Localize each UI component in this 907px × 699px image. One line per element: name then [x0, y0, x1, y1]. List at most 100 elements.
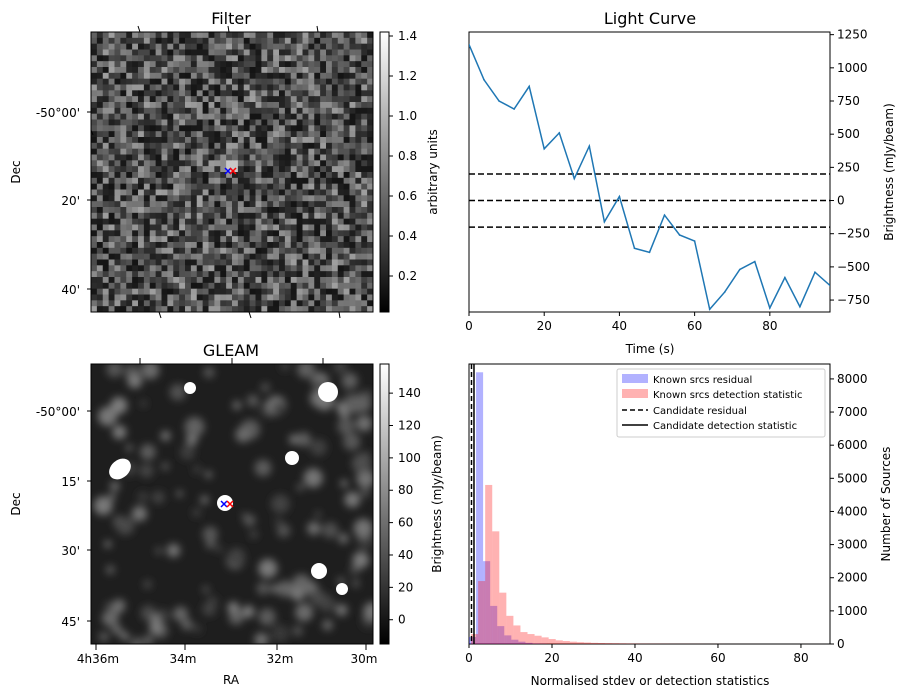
- bar-known-residual: [469, 637, 477, 644]
- bar-known-detection: [612, 643, 620, 644]
- lightcurve-point: [814, 271, 816, 273]
- gleam-colorbar-tick-label: 80: [398, 483, 413, 497]
- bar-known-residual: [518, 641, 526, 644]
- histogram-bars: [469, 372, 824, 644]
- histogram-ytick-label: 5000: [837, 471, 868, 485]
- gleam-source: [336, 583, 348, 595]
- legend-label-candidate-residual: Candidate residual: [653, 406, 747, 417]
- bar-known-residual: [490, 605, 498, 644]
- bar-known-residual: [525, 642, 533, 644]
- gleam-colorbar: [379, 363, 390, 645]
- gleam-source: [318, 382, 338, 402]
- gleam-panel: GLEAM Dec RA -50°00' 15' 30' 45' 4h36m: [9, 341, 444, 687]
- bar-known-detection: [513, 625, 521, 644]
- gleam-xtick-1: 34m: [170, 652, 197, 666]
- legend-swatch-known-detection: [622, 389, 648, 398]
- lightcurve-point: [693, 240, 696, 242]
- lightcurve-ytick-label: −750: [837, 293, 870, 307]
- lightcurve-frame: [468, 31, 831, 313]
- filter-colorbar-tick-label: 0.4: [398, 229, 417, 243]
- lightcurve-ytick-label: 250: [837, 160, 860, 174]
- filter-ytick-2: 40': [61, 283, 80, 297]
- gleam-marker-blue: [220, 500, 228, 508]
- histogram-xtick-label: 60: [710, 651, 725, 665]
- filter-ylabel: Dec: [9, 160, 23, 183]
- lightcurve-point: [633, 247, 636, 250]
- lightcurve-point: [769, 307, 771, 309]
- filter-colorbar-ticks: 0.2 0.4 0.6 0.8 1.0 1.2 1.4: [389, 29, 417, 283]
- lightcurve-ylabel: Brightness (mJy/beam): [882, 103, 896, 241]
- gleam-colorbar-tick-label: 60: [398, 516, 413, 530]
- filter-frame: [90, 31, 374, 313]
- lightcurve-xtick-label: 80: [762, 319, 777, 333]
- histogram-ytick-label: 4000: [837, 504, 868, 518]
- gleam-colorbar-tick-label: 120: [398, 419, 421, 433]
- bar-known-residual: [504, 635, 512, 644]
- gleam-colorbar-ticks: 0 20 40 60 80 100 120 140: [389, 386, 421, 627]
- legend-swatch-known-residual: [622, 374, 648, 383]
- lightcurve-point: [618, 195, 621, 198]
- gleam-colorbar-label: Brightness (mJy/beam): [430, 435, 444, 573]
- gleam-colorbar-tick-label: 140: [398, 386, 421, 400]
- filter-ytick-1: 20': [61, 194, 80, 208]
- legend-label-known-detection: Known srcs detection statistic: [653, 390, 802, 401]
- bar-known-detection: [619, 643, 627, 644]
- filter-colorbar-label: arbitrary units: [426, 129, 440, 215]
- filter-colorbar-tick-label: 1.0: [398, 109, 417, 123]
- lightcurve-point: [784, 276, 786, 279]
- gleam-ytick-1: 15': [61, 475, 80, 489]
- bar-known-detection: [583, 642, 591, 644]
- bar-known-detection: [520, 632, 528, 644]
- gleam-colorbar-tick-label: 100: [398, 451, 421, 465]
- bar-known-residual: [476, 372, 484, 644]
- lightcurve-point: [753, 260, 756, 263]
- gleam-ylabel: Dec: [9, 492, 23, 515]
- lightcurve-point: [738, 268, 741, 271]
- lightcurve-point: [829, 284, 830, 287]
- lightcurve-title: Light Curve: [604, 9, 696, 28]
- gleam-ytick-0: -50°00': [36, 405, 80, 419]
- histogram-xlabel: Normalised stdev or detection statistics: [531, 674, 770, 688]
- bar-known-residual: [511, 639, 519, 644]
- lightcurve-point: [513, 108, 515, 110]
- filter-markers: [224, 167, 237, 175]
- lightcurve-point: [498, 100, 500, 102]
- gleam-source: [184, 382, 196, 394]
- histogram-ytick-label: 6000: [837, 438, 868, 452]
- filter-colorbar-tick-label: 1.2: [398, 69, 417, 83]
- bar-known-detection: [534, 635, 542, 644]
- lightcurve-point: [588, 145, 591, 147]
- legend-label-candidate-detection: Candidate detection statistic: [653, 421, 797, 432]
- gleam-xtick-2: 32m: [267, 652, 294, 666]
- gleam-source: [285, 451, 299, 465]
- histogram-legend: Known srcs residual Known srcs detection…: [616, 368, 826, 438]
- bar-known-detection: [478, 581, 486, 644]
- filter-colorbar: [379, 31, 390, 313]
- bar-known-detection: [548, 639, 556, 644]
- bar-known-detection: [569, 641, 577, 644]
- gleam-xlabel: RA: [223, 673, 240, 687]
- lightcurve-point: [603, 220, 606, 223]
- histogram-candidate-lines: [470, 364, 475, 644]
- bar-known-detection: [541, 637, 549, 644]
- lightcurve-xticks: 0 20 40 60 80: [465, 312, 777, 333]
- gleam-xtick-0: 4h36m: [77, 652, 119, 666]
- histogram-ytick-label: 2000: [837, 571, 868, 585]
- gleam-source: [109, 458, 131, 480]
- lightcurve-ytick-label: 1000: [837, 61, 868, 75]
- histogram-ytick-label: 0: [837, 637, 845, 651]
- lightcurve-point: [573, 177, 576, 180]
- histogram-ytick-label: 8000: [837, 372, 868, 386]
- lightcurve-yticks: −750 −500 −250 0 250 500 750 1000 1250: [830, 28, 870, 307]
- histogram-xtick-label: 80: [793, 651, 808, 665]
- lightcurve-point: [543, 147, 546, 150]
- lightcurve-point: [723, 291, 726, 293]
- lightcurve-xlabel: Time (s): [625, 342, 675, 356]
- gleam-title: GLEAM: [203, 341, 259, 360]
- filter-colorbar-tick-label: 0.6: [398, 189, 417, 203]
- gleam-xtick-3: 30m: [351, 652, 378, 666]
- lightcurve-ytick-label: −250: [837, 227, 870, 241]
- histogram-ytick-label: 3000: [837, 538, 868, 552]
- bar-known-residual: [497, 626, 505, 644]
- bar-known-detection: [506, 615, 514, 644]
